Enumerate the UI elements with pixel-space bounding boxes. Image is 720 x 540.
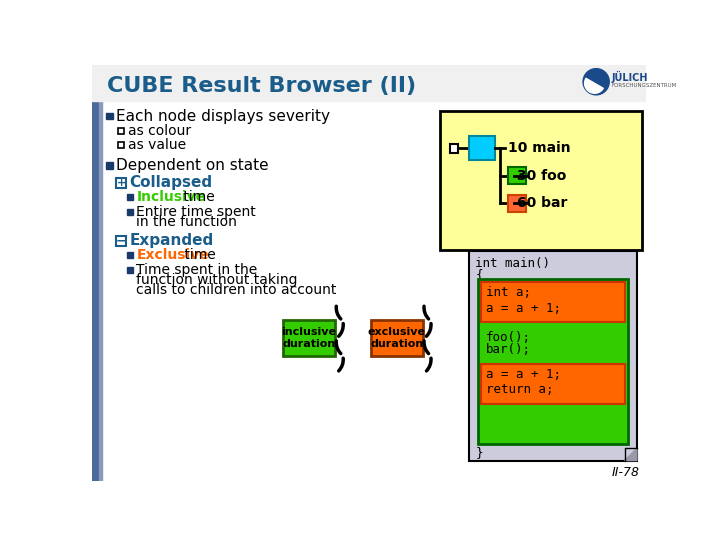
- Ellipse shape: [596, 77, 603, 83]
- Text: foo();: foo();: [486, 331, 531, 344]
- Text: +: +: [117, 178, 126, 188]
- Text: Each node displays severity: Each node displays severity: [117, 109, 330, 124]
- Bar: [469, 251, 637, 461]
- Text: int a;: int a;: [486, 286, 531, 299]
- Bar: [508, 195, 526, 212]
- Bar: [482, 363, 625, 403]
- Bar: [371, 320, 423, 356]
- Bar: [440, 111, 642, 249]
- Text: CUBE Result Browser (II): CUBE Result Browser (II): [107, 76, 416, 96]
- Bar: [106, 112, 112, 119]
- Bar: [283, 320, 335, 356]
- Text: time: time: [179, 190, 215, 204]
- Bar: [92, 65, 99, 481]
- Text: exclusive
duration: exclusive duration: [368, 327, 426, 349]
- Text: 30 foo: 30 foo: [517, 168, 566, 183]
- Bar: [99, 101, 102, 481]
- Wedge shape: [585, 78, 603, 93]
- Bar: [127, 252, 133, 258]
- Text: Time spent in the: Time spent in the: [137, 262, 258, 276]
- Text: 60 bar: 60 bar: [517, 197, 567, 211]
- Bar: [92, 65, 647, 101]
- Text: bar();: bar();: [486, 343, 531, 356]
- Text: Exclusive: Exclusive: [137, 248, 209, 262]
- Text: {: {: [475, 268, 483, 281]
- Text: calls to children into account: calls to children into account: [137, 282, 337, 296]
- Bar: [127, 194, 133, 200]
- Bar: [469, 137, 495, 159]
- Text: Expanded: Expanded: [130, 233, 214, 248]
- Text: Inclusive: Inclusive: [137, 190, 206, 204]
- Text: function without taking: function without taking: [137, 273, 298, 287]
- Text: }: }: [475, 447, 483, 460]
- Text: inclusive
duration: inclusive duration: [282, 327, 336, 349]
- Text: −: −: [116, 234, 127, 247]
- Bar: [450, 144, 459, 153]
- Bar: [127, 209, 133, 215]
- Bar: [118, 128, 124, 134]
- Text: return a;: return a;: [486, 383, 554, 396]
- Text: time: time: [180, 248, 216, 262]
- Bar: [117, 178, 127, 188]
- Text: a = a + 1;: a = a + 1;: [486, 368, 561, 381]
- Text: Dependent on state: Dependent on state: [117, 158, 269, 173]
- Text: Entire time spent: Entire time spent: [137, 205, 256, 219]
- Bar: [478, 279, 628, 444]
- Text: in the function: in the function: [137, 215, 238, 229]
- Bar: [482, 282, 625, 322]
- Text: JÜLICH: JÜLICH: [611, 71, 648, 83]
- Text: as value: as value: [128, 138, 186, 152]
- Bar: [127, 267, 133, 273]
- Ellipse shape: [583, 69, 609, 95]
- Text: II-78: II-78: [612, 467, 640, 480]
- Text: int main(): int main(): [475, 257, 550, 270]
- Bar: [508, 167, 526, 184]
- Bar: [117, 236, 127, 246]
- Text: as colour: as colour: [128, 124, 191, 138]
- Bar: [118, 142, 124, 148]
- Bar: [106, 162, 112, 168]
- Text: FORSCHUNGSZENTRUM: FORSCHUNGSZENTRUM: [611, 83, 677, 88]
- Text: Collapsed: Collapsed: [130, 176, 212, 191]
- Text: a = a + 1;: a = a + 1;: [486, 302, 561, 315]
- Text: 10 main: 10 main: [508, 141, 570, 155]
- Polygon shape: [625, 448, 637, 461]
